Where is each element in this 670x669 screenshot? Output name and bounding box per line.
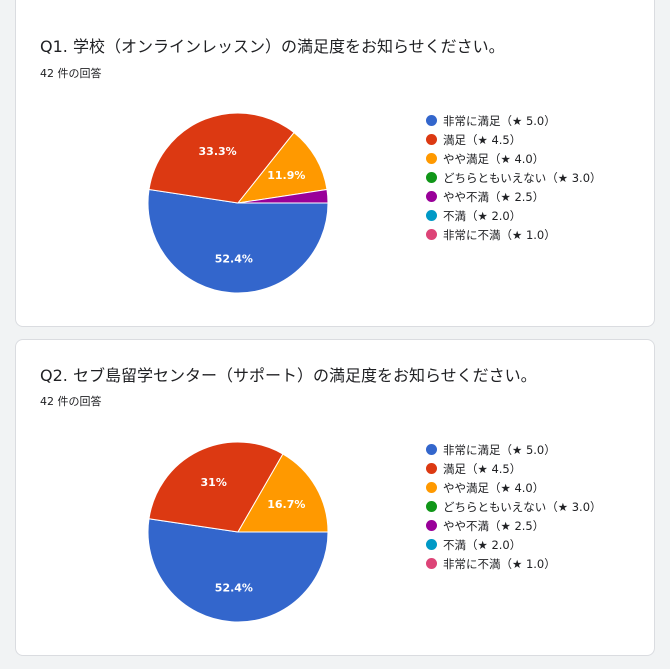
legend-label: やや満足（★ 4.0） — [443, 151, 545, 166]
slice-data-label: 11.9% — [267, 169, 305, 182]
legend-item: 不満（★ 2.0） — [426, 535, 602, 554]
legend-label: 非常に不満（★ 1.0） — [443, 227, 556, 242]
legend-item: 満足（★ 4.5） — [426, 130, 602, 149]
legend-label: 非常に満足（★ 5.0） — [443, 113, 556, 128]
legend-swatch — [426, 444, 437, 455]
chart-legend: 非常に満足（★ 5.0） 満足（★ 4.5） やや満足（★ 4.0） どちらともいえな… — [426, 440, 602, 573]
legend-label: どちらともいえない（★ 3.0） — [443, 170, 602, 185]
legend-label: 満足（★ 4.5） — [443, 461, 522, 476]
slice-data-label: 52.4% — [215, 253, 253, 266]
pie-chart: 52.4% 31% 16.7% — [147, 441, 329, 623]
legend-item: どちらともいえない（★ 3.0） — [426, 168, 602, 187]
slice-data-label: 31% — [201, 476, 227, 489]
legend-item: やや満足（★ 4.0） — [426, 478, 602, 497]
legend-item: 非常に不満（★ 1.0） — [426, 225, 602, 244]
legend-item: 非常に不満（★ 1.0） — [426, 554, 602, 573]
question-card-q1: Q1. 学校（オンラインレッスン）の満足度をお知らせください。 42 件の回答 … — [15, 0, 655, 327]
response-count: 42 件の回答 — [40, 67, 102, 80]
legend-swatch — [426, 539, 437, 550]
legend-item: 満足（★ 4.5） — [426, 459, 602, 478]
legend-swatch — [426, 153, 437, 164]
legend-item: やや満足（★ 4.0） — [426, 149, 602, 168]
legend-label: 満足（★ 4.5） — [443, 132, 522, 147]
slice-data-label: 16.7% — [267, 498, 305, 511]
pie-slice — [236, 131, 328, 204]
pie-slice — [237, 453, 329, 533]
legend-label: 不満（★ 2.0） — [443, 537, 522, 552]
legend-label: どちらともいえない（★ 3.0） — [443, 499, 602, 514]
legend-swatch — [426, 115, 437, 126]
legend-label: やや満足（★ 4.0） — [443, 480, 545, 495]
legend-swatch — [426, 191, 437, 202]
legend-swatch — [426, 558, 437, 569]
pie-slice — [237, 188, 329, 204]
legend-item: 不満（★ 2.0） — [426, 206, 602, 225]
legend-label: 不満（★ 2.0） — [443, 208, 522, 223]
legend-swatch — [426, 172, 437, 183]
slice-data-label: 33.3% — [199, 145, 237, 158]
question-card-q2: Q2. セブ島留学センター（サポート）の満足度をお知らせください。 42 件の回… — [15, 339, 655, 656]
legend-label: やや不満（★ 2.5） — [443, 189, 545, 204]
legend-item: 非常に満足（★ 5.0） — [426, 440, 602, 459]
slice-data-label: 52.4% — [215, 582, 253, 595]
legend-swatch — [426, 501, 437, 512]
legend-swatch — [426, 482, 437, 493]
legend-item: 非常に満足（★ 5.0） — [426, 111, 602, 130]
question-title: Q2. セブ島留学センター（サポート）の満足度をお知らせください。 — [40, 366, 537, 385]
legend-item: やや不満（★ 2.5） — [426, 187, 602, 206]
chart-legend: 非常に満足（★ 5.0） 満足（★ 4.5） やや満足（★ 4.0） どちらともいえな… — [426, 111, 602, 244]
pie-slice — [148, 441, 284, 533]
legend-swatch — [426, 520, 437, 531]
pie-chart: 52.4% 33.3% 11.9% — [147, 112, 329, 294]
legend-swatch — [426, 134, 437, 145]
legend-item: どちらともいえない（★ 3.0） — [426, 497, 602, 516]
response-count: 42 件の回答 — [40, 395, 102, 408]
legend-label: 非常に満足（★ 5.0） — [443, 442, 556, 457]
legend-swatch — [426, 229, 437, 240]
legend-item: やや不満（★ 2.5） — [426, 516, 602, 535]
legend-swatch — [426, 463, 437, 474]
legend-label: やや不満（★ 2.5） — [443, 518, 545, 533]
pie-slice — [147, 188, 329, 294]
legend-swatch — [426, 210, 437, 221]
pie-slice — [148, 112, 295, 204]
legend-label: 非常に不満（★ 1.0） — [443, 556, 556, 571]
question-title: Q1. 学校（オンラインレッスン）の満足度をお知らせください。 — [40, 37, 505, 56]
pie-slice — [147, 518, 329, 623]
